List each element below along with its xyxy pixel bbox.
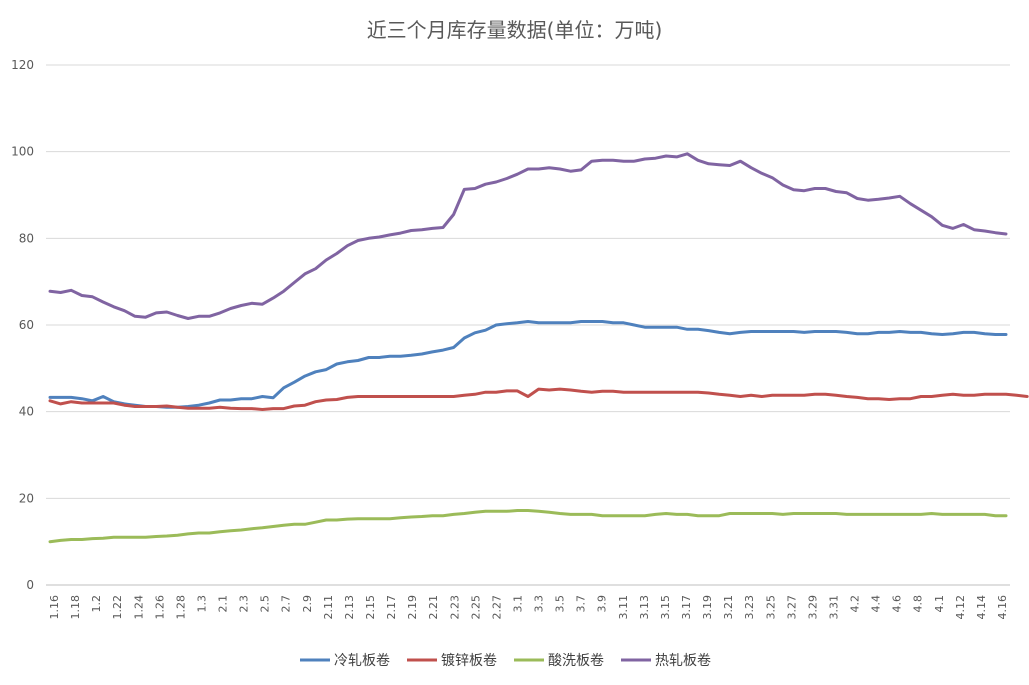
x-tick-label: 1.2 bbox=[90, 595, 103, 613]
legend: 冷轧板卷 镀锌板卷 酸洗板卷 热轧板卷 bbox=[300, 652, 711, 669]
series-line-1 bbox=[48, 320, 1008, 409]
x-tick-label: 2.23 bbox=[448, 595, 461, 620]
x-tick-label: 1.26 bbox=[153, 595, 166, 620]
y-tick-label: 100 bbox=[11, 145, 34, 159]
x-tick-label: 2.25 bbox=[469, 595, 482, 620]
y-tick-label: 80 bbox=[19, 231, 34, 245]
legend-label: 镀锌板卷 bbox=[441, 652, 497, 669]
x-tick-label: 2.19 bbox=[406, 595, 419, 620]
x-tick-label: 2.21 bbox=[427, 595, 440, 620]
x-tick-label: 2.7 bbox=[280, 595, 293, 613]
x-tick-label: 2.13 bbox=[343, 595, 356, 620]
x-tick-label: 3.11 bbox=[617, 595, 630, 620]
x-tick-label: 1.3 bbox=[195, 595, 208, 613]
x-tick-label: 3.25 bbox=[764, 595, 777, 620]
x-tick-label: 3.9 bbox=[596, 595, 609, 613]
x-tick-label: 4.6 bbox=[891, 595, 904, 613]
x-tick-label: 2.11 bbox=[322, 595, 335, 620]
x-tick-label: 4.12 bbox=[954, 595, 967, 620]
x-tick-label: 1.16 bbox=[48, 595, 61, 620]
x-tick-label: 2.3 bbox=[238, 595, 251, 613]
y-tick-label: 120 bbox=[11, 58, 34, 72]
x-tick-label: 3.13 bbox=[638, 595, 651, 620]
series-line-2 bbox=[48, 387, 1029, 411]
x-tick-label: 4.4 bbox=[870, 595, 883, 613]
x-tick-label: 4.14 bbox=[975, 595, 988, 620]
y-tick-label: 0 bbox=[26, 578, 34, 592]
x-tick-label: 1.22 bbox=[111, 595, 124, 620]
x-tick-label: 3.7 bbox=[575, 595, 588, 613]
series-line-3 bbox=[48, 509, 1008, 544]
x-tick-label: 3.19 bbox=[701, 595, 714, 620]
series-line-4 bbox=[48, 152, 1008, 320]
x-tick-label: 1.28 bbox=[174, 595, 187, 620]
x-tick-label: 1.24 bbox=[132, 595, 145, 620]
x-tick-label: 1.18 bbox=[69, 595, 82, 620]
x-tick-label: 2.17 bbox=[385, 595, 398, 620]
x-tick-label: 3.23 bbox=[743, 595, 756, 620]
legend-label: 酸洗板卷 bbox=[548, 653, 604, 669]
chart-title: 近三个月库存量数据(单位：万吨) bbox=[366, 18, 663, 42]
legend-label: 热轧板卷 bbox=[655, 653, 711, 669]
x-tick-label: 3.17 bbox=[680, 595, 693, 620]
x-tick-label: 2.27 bbox=[490, 595, 503, 620]
y-tick-label: 60 bbox=[19, 318, 34, 332]
x-tick-label: 4.8 bbox=[912, 595, 925, 613]
x-tick-label: 3.31 bbox=[827, 595, 840, 620]
x-tick-label: 4.16 bbox=[996, 595, 1009, 620]
x-tick-label: 3.3 bbox=[533, 595, 546, 613]
x-tick-label: 3.21 bbox=[722, 595, 735, 620]
x-axis-ticks: 1.16 1.18 1.2 1.22 1.24 1.26 1.28 1.3 2.1 2.3 2.5 2… bbox=[48, 595, 1009, 620]
x-tick-label: 2.9 bbox=[301, 595, 314, 613]
x-tick-label: 4.2 bbox=[849, 595, 862, 613]
y-tick-label: 20 bbox=[19, 491, 34, 505]
x-tick-label: 3.29 bbox=[806, 595, 819, 620]
x-tick-label: 3.27 bbox=[785, 595, 798, 620]
x-tick-label: 2.1 bbox=[217, 595, 230, 613]
x-tick-label: 2.15 bbox=[364, 595, 377, 620]
x-tick-label: 2.5 bbox=[259, 595, 272, 613]
x-tick-label: 3.1 bbox=[511, 595, 524, 613]
gridlines bbox=[46, 64, 1010, 586]
y-tick-label: 40 bbox=[19, 405, 34, 419]
x-tick-label: 3.15 bbox=[659, 595, 672, 620]
y-axis-ticks: 0 20 40 60 80 100 120 bbox=[11, 58, 34, 592]
legend-label: 冷轧板卷 bbox=[334, 653, 390, 669]
x-tick-label: 3.5 bbox=[554, 595, 567, 613]
series-lines bbox=[48, 152, 1029, 544]
x-tick-label: 4.1 bbox=[933, 595, 946, 613]
